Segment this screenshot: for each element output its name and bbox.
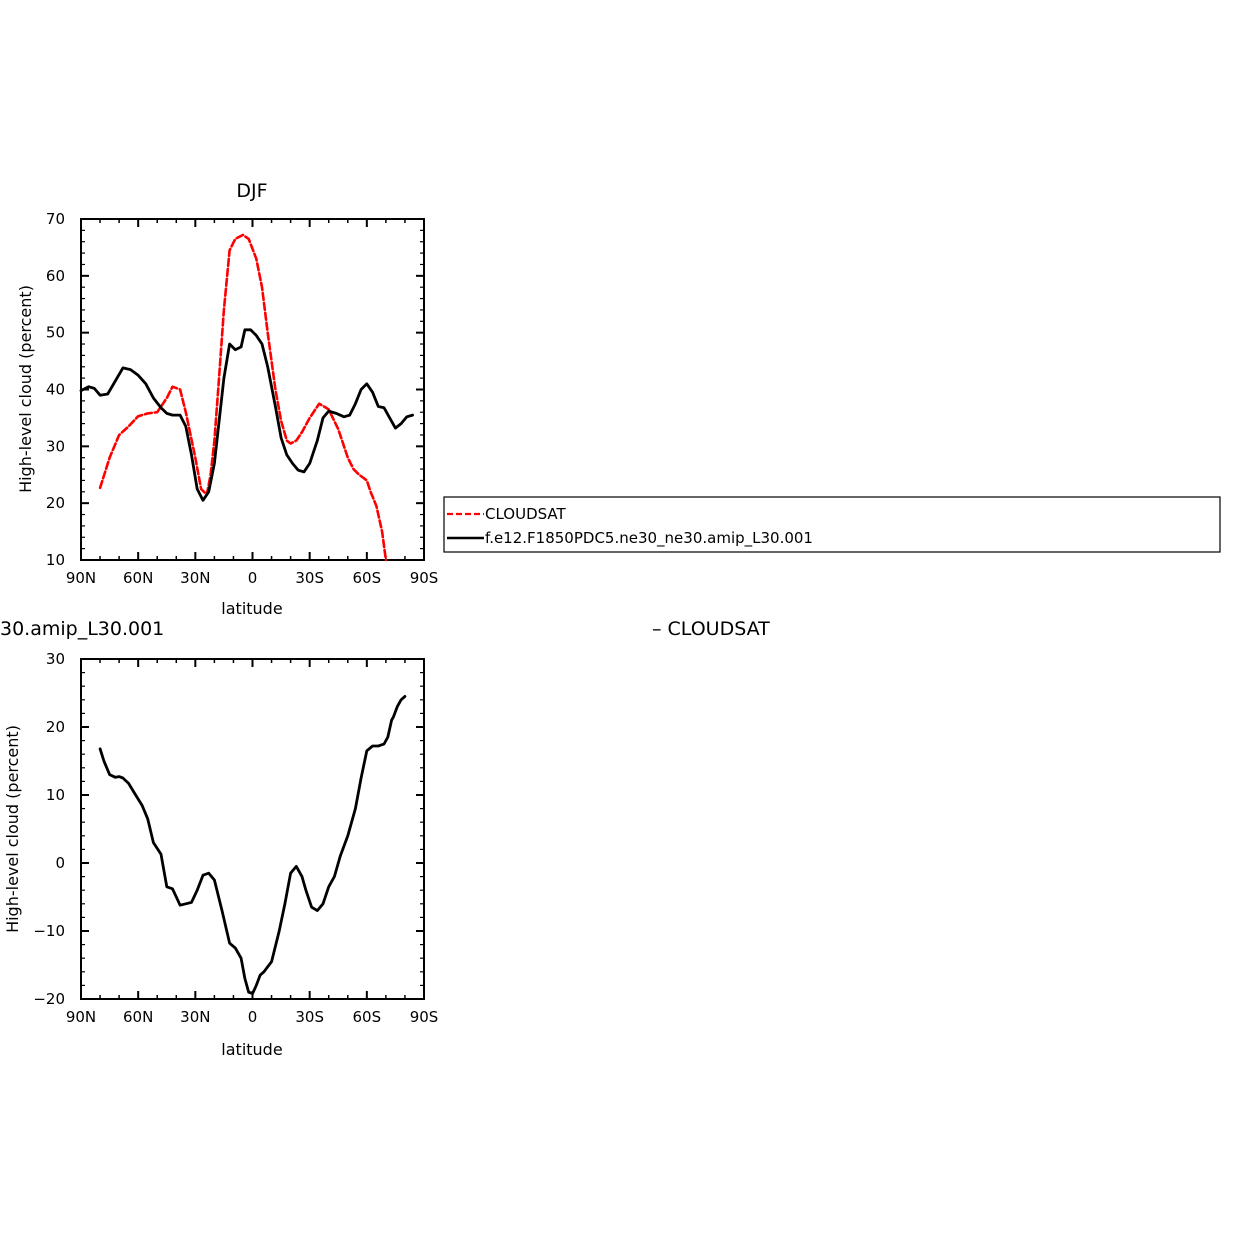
y-tick-label: 30 <box>46 437 65 455</box>
plot-frame <box>80 218 425 561</box>
y-tick-label: 10 <box>46 786 65 804</box>
series-line-0 <box>98 233 388 562</box>
x-tick-label: 90S <box>410 1008 439 1026</box>
x-tick-label: 90N <box>66 1008 96 1026</box>
series-group <box>79 233 414 562</box>
panel-title-right: – CLOUDSAT <box>652 618 770 640</box>
series-group <box>98 695 407 995</box>
y-axis-label: High-level cloud (percent) <box>3 725 22 933</box>
y-tick-label: 0 <box>55 854 65 872</box>
y-tick-label: 50 <box>46 324 65 342</box>
legend-label-model: f.e12.F1850PDC5.ne30_ne30.amip_L30.001 <box>485 529 813 548</box>
y-tick-label: 30 <box>46 650 65 668</box>
y-tick-label: 10 <box>46 551 65 569</box>
y-tick-label: 20 <box>46 718 65 736</box>
y-tick-label: −10 <box>33 922 65 940</box>
series-line-1 <box>79 328 414 502</box>
axes-frame: 90N 60N 30N 0 30S 60S 90S 10 20 30 40 50 60 70 <box>46 210 438 587</box>
legend-label-cloudsat: CLOUDSAT <box>485 505 567 523</box>
x-axis-label: latitude <box>221 599 282 618</box>
y-tick-label: −20 <box>33 990 65 1008</box>
difference-panel: 30.amip_L30.001 – CLOUDSAT High-level cl… <box>0 618 770 1059</box>
x-tick-label: 60S <box>353 569 382 587</box>
axes-frame: 90N 60N 30N 0 30S 60S 90S −20 −10 0 10 20 30 <box>33 650 438 1026</box>
panel-title-left: 30.amip_L30.001 <box>0 618 164 640</box>
legend: CLOUDSAT f.e12.F1850PDC5.ne30_ne30.amip_… <box>443 496 1221 553</box>
panel-title: DJF <box>236 180 267 202</box>
x-tick-label: 90N <box>66 569 96 587</box>
plot-frame <box>80 658 425 1000</box>
x-tick-label: 60N <box>123 569 153 587</box>
x-axis-label: latitude <box>221 1040 282 1059</box>
x-tick-label: 0 <box>248 1008 258 1026</box>
y-tick-label: 20 <box>46 494 65 512</box>
x-tick-label: 30N <box>180 1008 210 1026</box>
difference-line <box>98 695 407 995</box>
x-tick-label: 60S <box>353 1008 382 1026</box>
x-tick-label: 30S <box>295 1008 324 1026</box>
y-tick-label: 70 <box>46 210 65 228</box>
y-axis-label: High-level cloud (percent) <box>16 285 35 493</box>
x-tick-label: 60N <box>123 1008 153 1026</box>
djf-panel: DJF High-level cloud (percent) latitude … <box>16 180 438 618</box>
x-tick-label: 0 <box>248 569 258 587</box>
x-tick-label: 30S <box>295 569 324 587</box>
x-tick-label: 90S <box>410 569 439 587</box>
x-tick-label: 30N <box>180 569 210 587</box>
y-tick-label: 40 <box>46 381 65 399</box>
legend-box <box>443 496 1221 553</box>
y-tick-label: 60 <box>46 267 65 285</box>
